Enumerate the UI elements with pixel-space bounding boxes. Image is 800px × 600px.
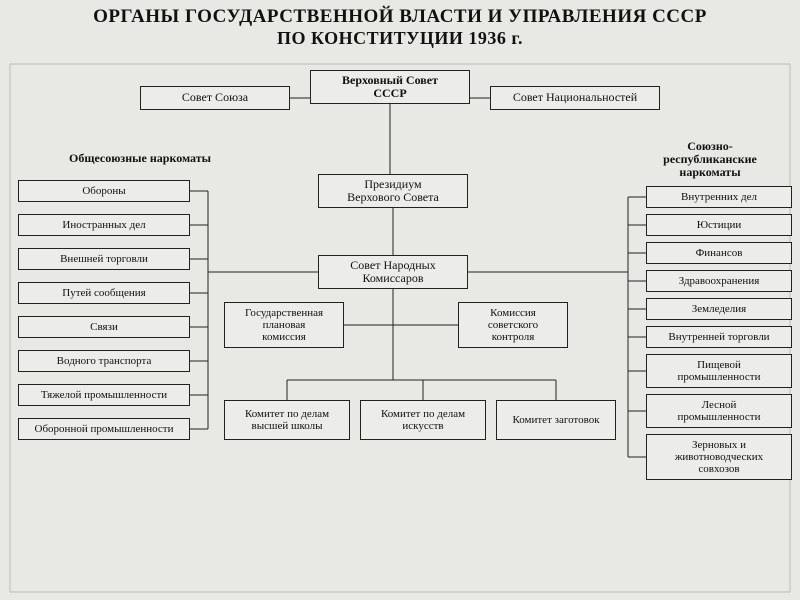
- node-box: Комиссиясоветскогоконтроля: [458, 302, 568, 348]
- node-box: Иностранных дел: [18, 214, 190, 236]
- node-box: Здравоохранения: [646, 270, 792, 292]
- node-box: Внешней торговли: [18, 248, 190, 270]
- node-box: Комитет по деламвысшей школы: [224, 400, 350, 440]
- node-box: Путей сообщения: [18, 282, 190, 304]
- node-box: Совет Национальностей: [490, 86, 660, 110]
- node-box: Совет НародныхКомиссаров: [318, 255, 468, 289]
- diagram-title: ОРГАНЫ ГОСУДАРСТВЕННОЙ ВЛАСТИ И УПРАВЛЕН…: [0, 6, 800, 49]
- node-box: Государственнаяплановаякомиссия: [224, 302, 344, 348]
- node-box: Тяжелой промышленности: [18, 384, 190, 406]
- section-label: Общесоюзные наркоматы: [50, 152, 230, 165]
- node-box: Финансов: [646, 242, 792, 264]
- node-box: Совет Союза: [140, 86, 290, 110]
- node-box: Зерновых иживотноводческихсовхозов: [646, 434, 792, 480]
- node-box: Земледелия: [646, 298, 792, 320]
- node-box: Обороны: [18, 180, 190, 202]
- node-box: Пищевойпромышленности: [646, 354, 792, 388]
- node-box: Комитет по деламискусств: [360, 400, 486, 440]
- node-box: Связи: [18, 316, 190, 338]
- node-box: Леснойпромышленности: [646, 394, 792, 428]
- node-box: Верховный СоветСССР: [310, 70, 470, 104]
- node-box: Внутренней торговли: [646, 326, 792, 348]
- node-box: Водного транспорта: [18, 350, 190, 372]
- section-label: Союзно-республиканскиенаркоматы: [640, 140, 780, 180]
- node-box: Оборонной промышленности: [18, 418, 190, 440]
- node-box: ПрезидиумВерхового Совета: [318, 174, 468, 208]
- node-box: Внутренних дел: [646, 186, 792, 208]
- node-box: Комитет заготовок: [496, 400, 616, 440]
- title-line2: ПО КОНСТИТУЦИИ 1936 г.: [0, 28, 800, 49]
- title-line1: ОРГАНЫ ГОСУДАРСТВЕННОЙ ВЛАСТИ И УПРАВЛЕН…: [0, 6, 800, 28]
- node-box: Юстиции: [646, 214, 792, 236]
